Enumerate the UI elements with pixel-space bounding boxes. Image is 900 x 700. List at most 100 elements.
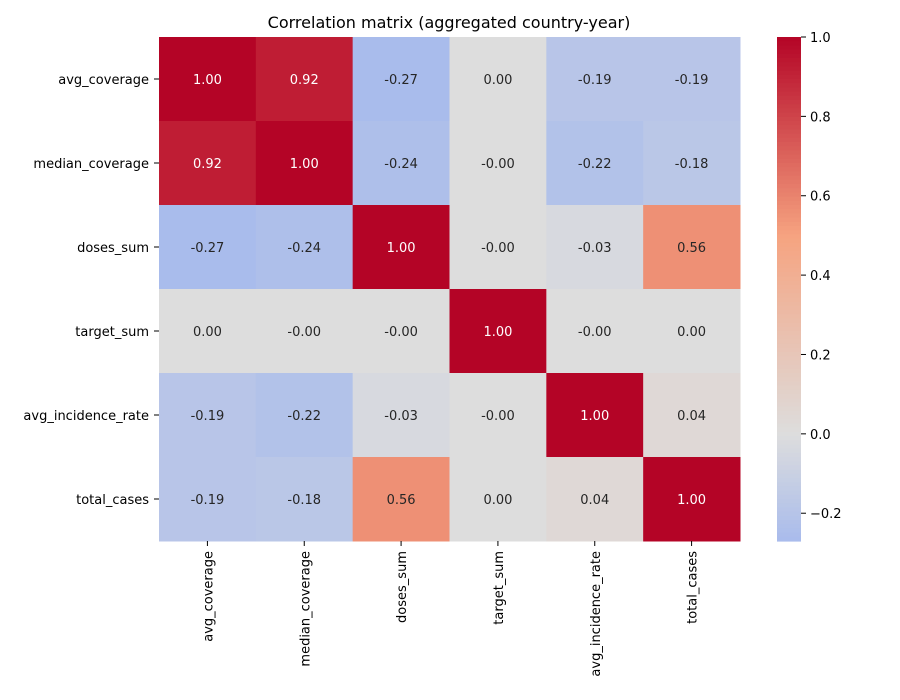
colorbar-segment	[777, 192, 801, 198]
heatmap-cell	[546, 205, 644, 290]
row-tick-label: avg_incidence_rate	[23, 409, 149, 424]
row-tick-labels: avg_coverage median_coverage doses_sumtarg…	[23, 73, 159, 508]
heatmap-cell	[159, 121, 257, 206]
colorbar-segment	[777, 406, 801, 412]
colorbar-segment	[777, 385, 801, 391]
colorbar-segment	[777, 536, 801, 542]
heatmap-cell	[643, 289, 741, 374]
colorbar-segment	[777, 469, 801, 475]
colorbar-segment	[777, 125, 801, 130]
colorbar-segment	[777, 205, 801, 210]
colorbar-segment	[777, 503, 801, 508]
colorbar-segment	[777, 66, 801, 72]
colorbar-segment	[777, 58, 801, 63]
colorbar-segment	[777, 196, 801, 202]
cell-value-label: 1.00	[193, 73, 222, 88]
colorbar-segment	[777, 49, 801, 55]
heatmap-cell	[546, 37, 644, 122]
colorbar-segment	[777, 326, 801, 332]
heatmap-cell	[546, 289, 644, 374]
cell-value-label: -0.00	[481, 157, 515, 172]
colorbar-segment	[777, 448, 801, 454]
colorbar-segment	[777, 335, 801, 340]
colorbar-segment	[777, 339, 801, 345]
heatmap-cell	[643, 457, 741, 542]
colorbar-segment	[777, 74, 801, 80]
colorbar: 1.0 0.8 0.6 0.4 0.2 0.0 −0.2	[777, 31, 842, 542]
column-tick-labels: avg_coverage median_coverage doses_sum targ…	[201, 541, 701, 677]
colorbar-segment	[777, 419, 801, 424]
colorbar-tick-label: 1.0	[810, 31, 831, 46]
colorbar-segment	[777, 116, 801, 122]
colorbar-segment	[777, 268, 801, 273]
colorbar-segment	[777, 200, 801, 206]
colorbar-segment	[777, 221, 801, 227]
cell-value-label: 0.04	[677, 409, 706, 424]
cell-value-label: -0.22	[578, 157, 612, 172]
colorbar-segment	[777, 499, 801, 504]
colorbar-segment	[777, 364, 801, 370]
heatmap-cell	[159, 373, 257, 458]
heatmap-cell	[352, 205, 450, 290]
colorbar-segment	[777, 394, 801, 399]
colorbar-segment	[777, 184, 801, 189]
column-tick-label: total_cases	[686, 551, 701, 624]
cell-value-label: 0.56	[387, 493, 416, 508]
colorbar-segment	[777, 276, 801, 282]
colorbar-tick-label: 0.4	[810, 269, 831, 284]
colorbar-segment	[777, 343, 801, 349]
heatmap-cell	[352, 373, 450, 458]
colorbar-segment	[777, 142, 801, 147]
colorbar-segment	[777, 301, 801, 307]
colorbar-segment	[777, 213, 801, 219]
colorbar-segment	[777, 272, 801, 277]
colorbar-segment	[777, 322, 801, 328]
row-tick-label: doses_sum	[77, 241, 149, 256]
heatmap-cell	[255, 373, 354, 458]
colorbar-segment	[777, 457, 801, 462]
colorbar-segment	[777, 226, 801, 231]
colorbar-segment	[777, 486, 801, 492]
colorbar-segment	[777, 310, 801, 315]
colorbar-segment	[777, 368, 801, 374]
colorbar-segment	[777, 179, 801, 185]
colorbar-segment	[777, 91, 801, 97]
colorbar-segment	[777, 347, 801, 353]
column-tick-label: target_sum	[492, 551, 507, 625]
colorbar-segment	[777, 398, 801, 403]
colorbar-segment	[777, 465, 801, 471]
row-tick-label: total_cases	[76, 493, 149, 508]
colorbar-tick-label: 0.0	[810, 428, 831, 443]
colorbar-tick-label: −0.2	[810, 507, 842, 522]
colorbar-segment	[777, 520, 801, 525]
colorbar-segment	[777, 415, 801, 420]
column-tick-label: avg_incidence_rate	[589, 551, 604, 677]
colorbar-segment	[777, 259, 801, 265]
colorbar-segment	[777, 427, 801, 433]
colorbar-segment	[777, 188, 801, 193]
colorbar-segment	[777, 234, 801, 240]
cell-value-label: -0.00	[481, 409, 515, 424]
heatmap-cell	[643, 205, 741, 290]
colorbar-segment	[777, 440, 801, 445]
colorbar-segment	[777, 410, 801, 416]
colorbar-segment	[777, 263, 801, 269]
colorbar-segment	[777, 318, 801, 324]
colorbar-segment	[777, 289, 801, 294]
colorbar-segment	[777, 53, 801, 59]
colorbar-segment	[777, 356, 801, 361]
heatmap-cell	[159, 205, 257, 290]
column-tick-label: doses_sum	[395, 551, 410, 623]
colorbar-segment	[777, 511, 801, 517]
colorbar-segment	[777, 37, 801, 42]
cell-value-label: 0.92	[290, 73, 319, 88]
colorbar-segment	[777, 79, 801, 84]
colorbar-segment	[777, 478, 801, 483]
colorbar-tick-label: 0.8	[810, 110, 831, 125]
heatmap-cell	[255, 205, 354, 290]
colorbar-segment	[777, 137, 801, 143]
colorbar-segment	[777, 494, 801, 500]
colorbar-segment	[777, 314, 801, 319]
cell-value-label: 0.00	[483, 493, 512, 508]
heatmap-cell-labels: 1.00 0.92 -0.27 0.00 -0.19 -0.19 0.92 1.00 -0.24…	[191, 73, 709, 508]
